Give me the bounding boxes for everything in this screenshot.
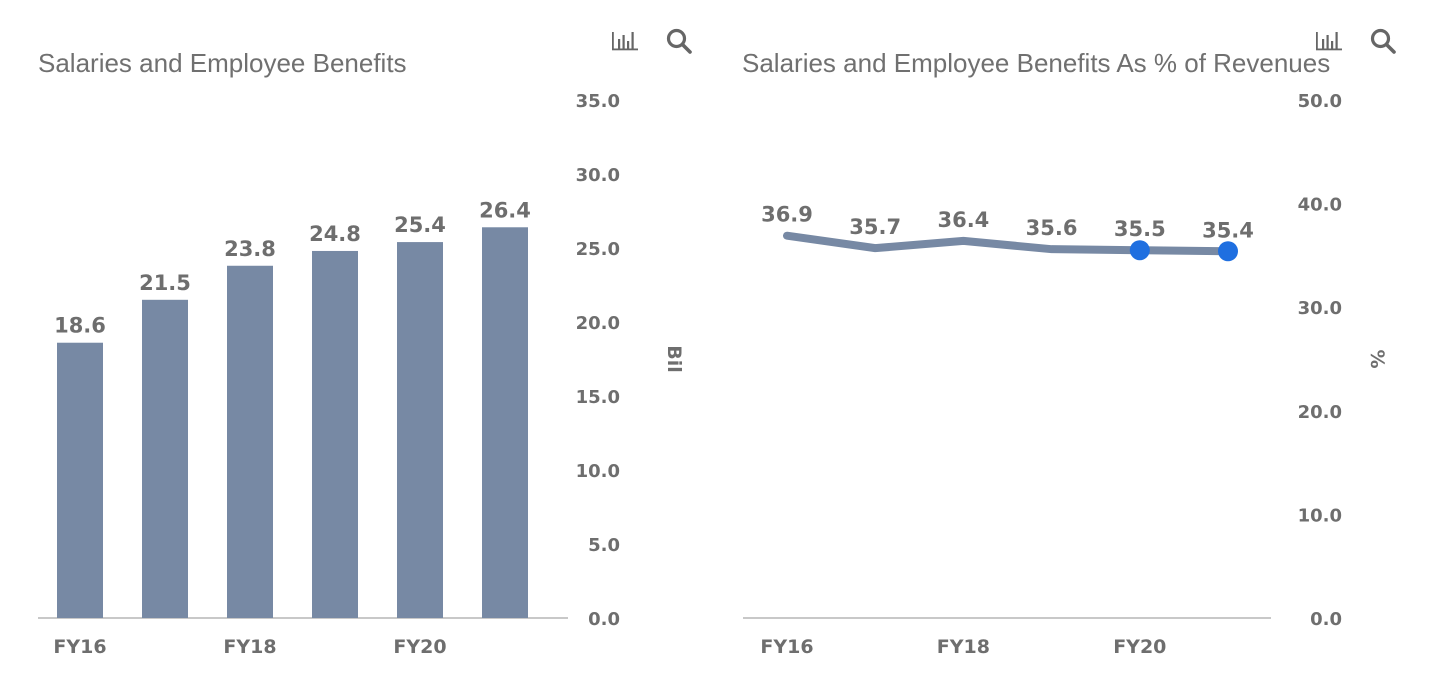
data-label: 26.4 (479, 198, 531, 222)
y-axis-label: Bil (663, 345, 685, 373)
y-tick-label: 0.0 (588, 609, 620, 630)
x-tick-label: FY20 (1113, 636, 1166, 658)
chart-title: Salaries and Employee Benefits As % of R… (742, 48, 1331, 78)
data-label: 35.4 (1202, 218, 1254, 242)
bar (312, 250, 358, 618)
bar-chart-icon[interactable] (1314, 26, 1344, 56)
y-tick-label: 40.0 (1298, 195, 1342, 216)
line-chart: 0.0 10.0 20.0 30.0 40.0 50.0 36.9 FY16 35.7 36.4 F… (743, 91, 1388, 658)
x-tick-label: FY16 (760, 636, 813, 658)
bar (142, 299, 188, 618)
bar (57, 342, 103, 618)
search-icon[interactable] (1368, 26, 1398, 56)
data-label: 23.8 (224, 237, 276, 261)
bar (397, 242, 443, 618)
y-tick-label: 20.0 (576, 313, 620, 334)
search-icon[interactable] (664, 26, 694, 56)
data-label: 35.6 (1026, 216, 1078, 240)
bar (227, 265, 273, 618)
data-label: 36.9 (761, 203, 813, 227)
data-label: 25.4 (394, 213, 446, 237)
y-tick-label: 20.0 (1298, 402, 1342, 423)
y-tick-label: 0.0 (1310, 609, 1342, 630)
data-label: 36.4 (937, 208, 989, 232)
x-tick-label: FY18 (223, 636, 276, 658)
y-tick-label: 15.0 (576, 387, 620, 408)
bar-chart: 0.0 5.0 10.0 15.0 20.0 25.0 30.0 35.0 18.6 FY16 21… (38, 91, 685, 658)
chart-title: Salaries and Employee Benefits (38, 48, 407, 78)
y-tick-label: 5.0 (588, 535, 620, 556)
data-label: 35.7 (849, 215, 901, 239)
bar-chart-panel: Salaries and Employee Benefits 0.0 5.0 10.… (38, 26, 694, 658)
y-tick-label: 30.0 (576, 165, 620, 186)
bar (482, 227, 528, 618)
y-tick-label: 25.0 (576, 239, 620, 260)
y-tick-label: 35.0 (576, 91, 620, 112)
data-label: 18.6 (54, 314, 106, 338)
x-tick-label: FY16 (53, 636, 106, 658)
y-tick-label: 30.0 (1298, 298, 1342, 319)
y-tick-label: 10.0 (1298, 505, 1342, 526)
x-tick-label: FY18 (937, 636, 990, 658)
series-line (783, 231, 1232, 256)
y-axis-label: % (1366, 349, 1388, 368)
line-chart-panel: Salaries and Employee Benefits As % of R… (723, 0, 1446, 684)
data-label: 24.8 (309, 222, 361, 246)
data-point-marker (1129, 240, 1150, 261)
data-label: 21.5 (139, 271, 191, 295)
x-tick-label: FY20 (393, 636, 446, 658)
data-point-marker (1218, 241, 1238, 262)
y-tick-label: 50.0 (1298, 91, 1342, 112)
bar-chart-icon[interactable] (610, 26, 640, 56)
data-label: 35.5 (1114, 217, 1166, 241)
y-tick-label: 10.0 (576, 461, 620, 482)
